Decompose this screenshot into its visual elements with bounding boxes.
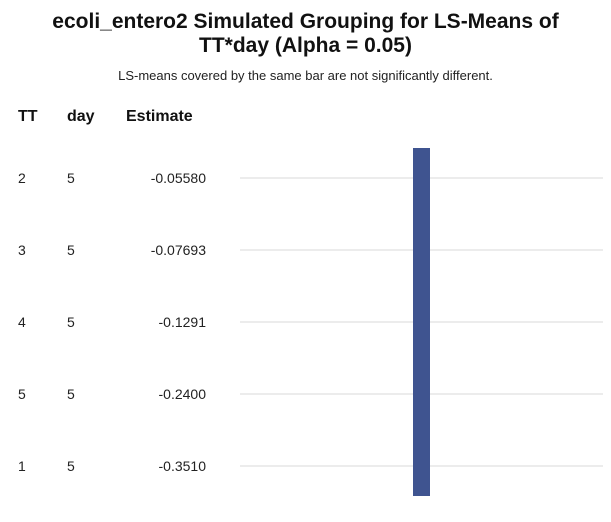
row-estimate-label: -0.3510: [159, 458, 207, 474]
column-header-day: day: [67, 108, 95, 125]
row-tt-label: 4: [18, 314, 26, 330]
row-day-label: 5: [67, 314, 75, 330]
chart-title: ecoli_entero2 Simulated Grouping for LS-…: [0, 10, 611, 58]
row-tt-label: 2: [18, 170, 26, 186]
column-header-estimate: Estimate: [126, 108, 193, 125]
row-day-label: 5: [67, 458, 75, 474]
row-day-label: 5: [67, 170, 75, 186]
row-day-label: 5: [67, 386, 75, 402]
chart-title-line-1: ecoli_entero2 Simulated Grouping for LS-…: [52, 10, 559, 33]
row-estimate-label: -0.1291: [159, 314, 207, 330]
row-day-label: 5: [67, 242, 75, 258]
row-estimate-label: -0.2400: [159, 386, 207, 402]
grouping-bar: [413, 148, 430, 496]
chart-subtitle: LS-means covered by the same bar are not…: [118, 68, 493, 83]
row-tt-label: 5: [18, 386, 26, 402]
row-tt-label: 3: [18, 242, 26, 258]
column-header-tt: TT: [18, 108, 38, 125]
row-estimate-label: -0.05580: [151, 170, 206, 186]
row-estimate-label: -0.07693: [151, 242, 206, 258]
row-tt-label: 1: [18, 458, 26, 474]
chart-title-line-2: TT*day (Alpha = 0.05): [199, 34, 412, 57]
